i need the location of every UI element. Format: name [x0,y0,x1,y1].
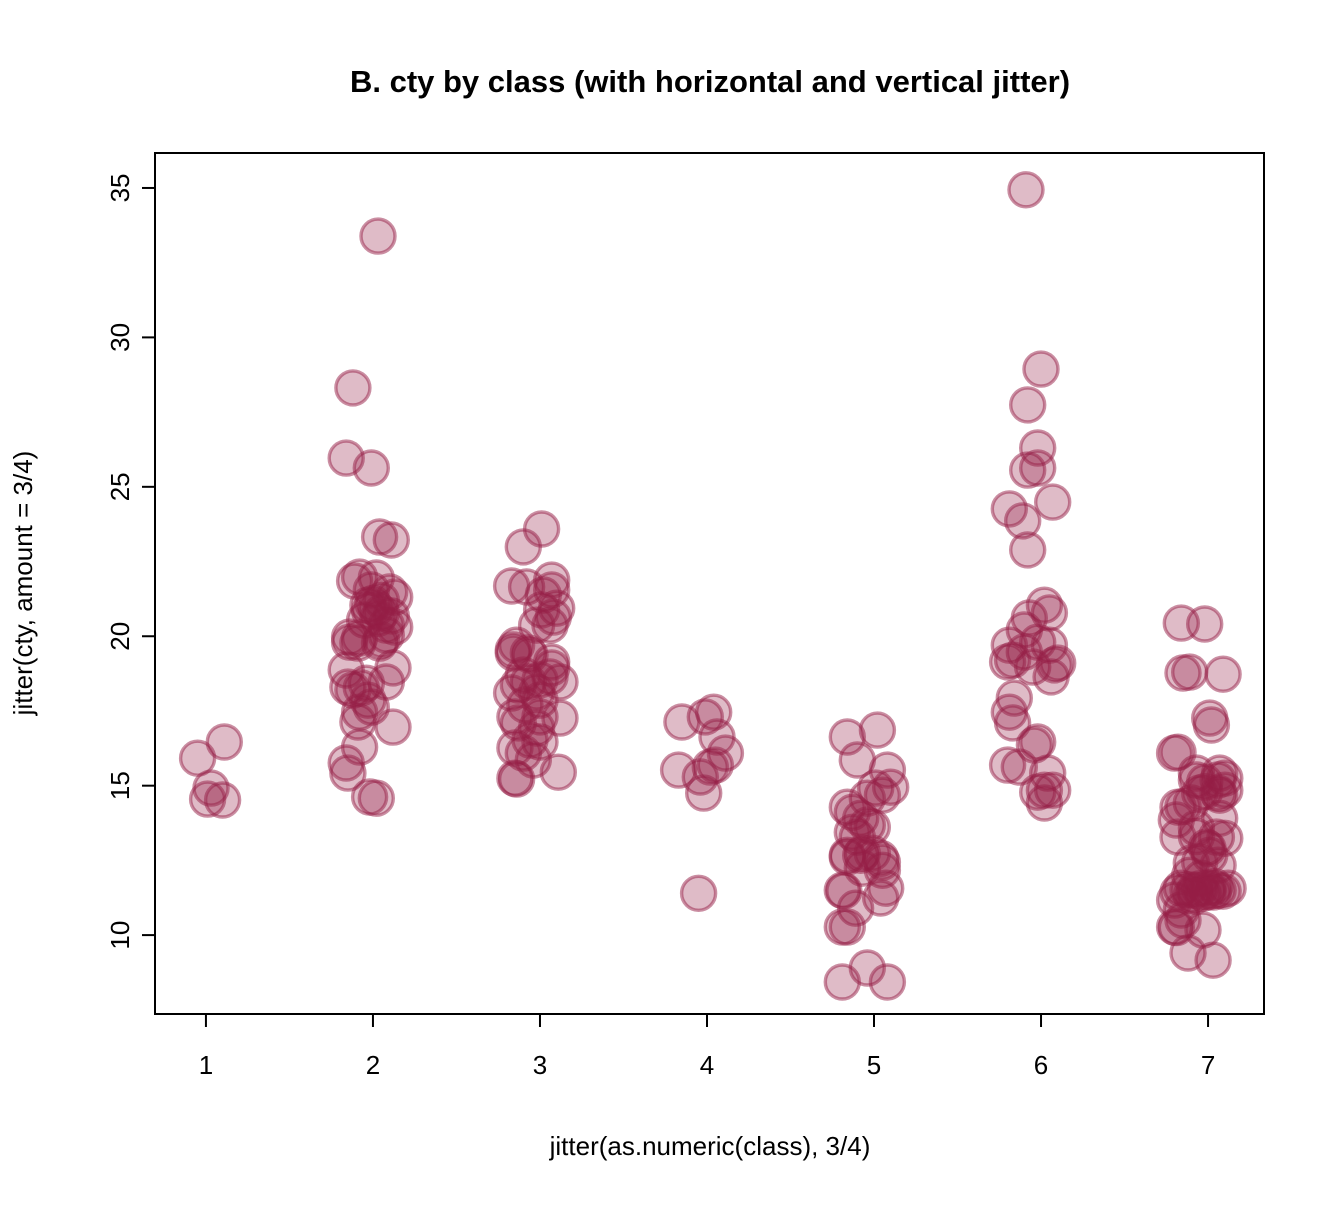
y-axis-ticks: 10 15 20 25 30 35 [105,174,155,950]
data-point [848,779,886,817]
data-point [858,711,897,749]
data-point [1018,449,1057,487]
data-point [539,753,577,791]
data-point [686,698,724,736]
data-point [374,708,412,746]
y-tick-label: 25 [105,472,135,501]
data-point [1025,784,1064,822]
plot-border [154,152,1265,1015]
data-point [1008,386,1047,424]
y-axis-label: jitter(cty, amount = 3/4) [8,451,38,717]
data-point [1008,531,1047,569]
data-point [823,908,861,946]
x-axis-label: jitter(as.numeric(class), 3/4) [549,1131,871,1161]
data-point [357,779,395,817]
data-point [1004,502,1042,540]
data-point [372,521,410,559]
data-point [334,369,372,407]
data-point [685,774,723,812]
data-point [1200,776,1239,814]
data-point [988,746,1027,784]
data-point [868,963,907,1001]
data-point [659,751,698,789]
data-point [1164,787,1202,826]
y-tick-label: 15 [105,771,135,800]
x-tick-label: 3 [533,1050,547,1080]
data-point [663,703,701,741]
data-point [1204,655,1242,693]
chart-title: B. cty by class (with horizontal and ver… [350,64,1070,99]
data-point [504,528,542,566]
data-point [541,699,579,737]
x-axis-ticks: 1 2 3 4 5 6 7 [199,1014,1215,1080]
data-point [497,760,536,798]
data-point [1033,483,1072,521]
data-point [203,781,242,819]
x-tick-label: 7 [1201,1050,1215,1080]
data-point [828,718,866,756]
x-tick-label: 2 [366,1050,380,1080]
data-point [1007,171,1045,209]
data-point [188,780,227,818]
data-point [993,704,1032,742]
data-point [524,576,562,614]
data-point [679,874,718,912]
data-point [1195,868,1234,906]
data-point [352,449,390,487]
data-point [1194,941,1232,979]
x-tick-label: 5 [867,1050,881,1080]
plot-area [178,171,1247,1001]
data-point [823,963,861,1001]
data-point [1022,350,1060,388]
data-point [329,754,367,792]
data-point [1032,658,1070,696]
x-tick-label: 6 [1034,1050,1048,1080]
x-tick-label: 4 [700,1050,714,1080]
data-point [531,606,569,644]
data-point [205,723,244,761]
y-tick-label: 10 [105,921,135,950]
data-point [1185,605,1224,643]
data-point [1175,877,1214,915]
data-point [1170,653,1209,691]
y-tick-label: 20 [105,622,135,651]
data-point [1000,748,1038,786]
y-tick-label: 30 [105,323,135,352]
data-point [1192,706,1231,744]
data-point [1018,429,1057,467]
data-point [1189,829,1227,868]
y-tick-label: 35 [105,174,135,203]
data-point [836,889,875,927]
x-tick-label: 1 [199,1050,213,1080]
data-point [359,217,397,255]
